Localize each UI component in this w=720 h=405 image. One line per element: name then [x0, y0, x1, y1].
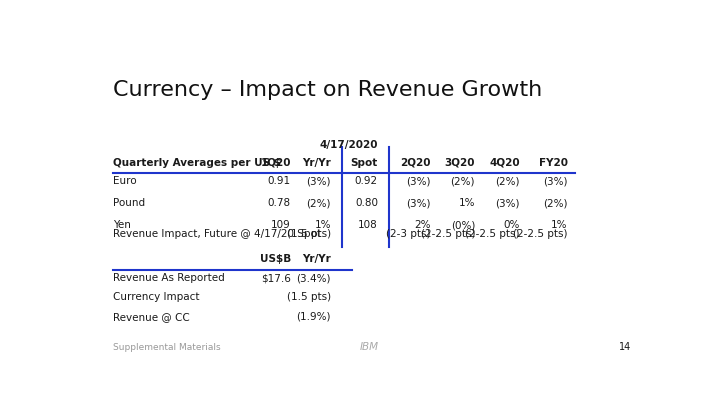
Text: (2%): (2%): [495, 177, 520, 186]
Text: 1%: 1%: [459, 198, 475, 208]
Text: (1.5 pts): (1.5 pts): [287, 229, 331, 239]
Text: (3%): (3%): [495, 198, 520, 208]
Text: 4Q20: 4Q20: [489, 158, 520, 168]
Text: 108: 108: [358, 220, 378, 230]
Text: 0.80: 0.80: [355, 198, 378, 208]
Text: Yen: Yen: [114, 220, 131, 230]
Text: (3%): (3%): [307, 177, 331, 186]
Text: 1%: 1%: [551, 220, 567, 230]
Text: 1%: 1%: [315, 220, 331, 230]
Text: 0%: 0%: [503, 220, 520, 230]
Text: 109: 109: [271, 220, 291, 230]
Text: 3Q20: 3Q20: [444, 158, 475, 168]
Text: 2Q20: 2Q20: [400, 158, 431, 168]
Text: Revenue @ CC: Revenue @ CC: [114, 312, 190, 322]
Text: Spot: Spot: [351, 158, 378, 168]
Text: 0.78: 0.78: [268, 198, 291, 208]
Text: (0%): (0%): [451, 220, 475, 230]
Text: FY20: FY20: [539, 158, 567, 168]
Text: (3%): (3%): [543, 177, 567, 186]
Text: US$B: US$B: [260, 254, 291, 264]
Text: $17.6: $17.6: [261, 273, 291, 283]
Text: (1.5 pts): (1.5 pts): [287, 292, 331, 303]
Text: (2%): (2%): [543, 198, 567, 208]
Text: (3%): (3%): [406, 198, 431, 208]
Text: Euro: Euro: [114, 177, 137, 186]
Text: (3%): (3%): [406, 177, 431, 186]
Text: Yr/Yr: Yr/Yr: [302, 158, 331, 168]
Text: 1Q20: 1Q20: [261, 158, 291, 168]
Text: 0.91: 0.91: [268, 177, 291, 186]
Text: (1.9%): (1.9%): [297, 312, 331, 322]
Text: Quarterly Averages per US $: Quarterly Averages per US $: [114, 158, 282, 168]
Text: Currency – Impact on Revenue Growth: Currency – Impact on Revenue Growth: [114, 80, 543, 100]
Text: (2%): (2%): [451, 177, 475, 186]
Text: Pound: Pound: [114, 198, 145, 208]
Text: 2%: 2%: [414, 220, 431, 230]
Text: Currency Impact: Currency Impact: [114, 292, 200, 303]
Text: 14: 14: [619, 342, 631, 352]
Text: (2-2.5 pts): (2-2.5 pts): [420, 229, 475, 239]
Text: (2-2.5 pts): (2-2.5 pts): [513, 229, 567, 239]
Text: Supplemental Materials: Supplemental Materials: [114, 343, 221, 352]
Text: Yr/Yr: Yr/Yr: [302, 254, 331, 264]
Text: (2-2.5 pts): (2-2.5 pts): [465, 229, 520, 239]
Text: (2-3 pts): (2-3 pts): [386, 229, 431, 239]
Text: (2%): (2%): [307, 198, 331, 208]
Text: Revenue Impact, Future @ 4/17/20 Spot: Revenue Impact, Future @ 4/17/20 Spot: [114, 229, 321, 239]
Text: 4/17/2020: 4/17/2020: [320, 140, 378, 149]
Text: Revenue As Reported: Revenue As Reported: [114, 273, 225, 283]
Text: (3.4%): (3.4%): [297, 273, 331, 283]
Text: IBM: IBM: [359, 342, 379, 352]
Text: 0.92: 0.92: [355, 177, 378, 186]
